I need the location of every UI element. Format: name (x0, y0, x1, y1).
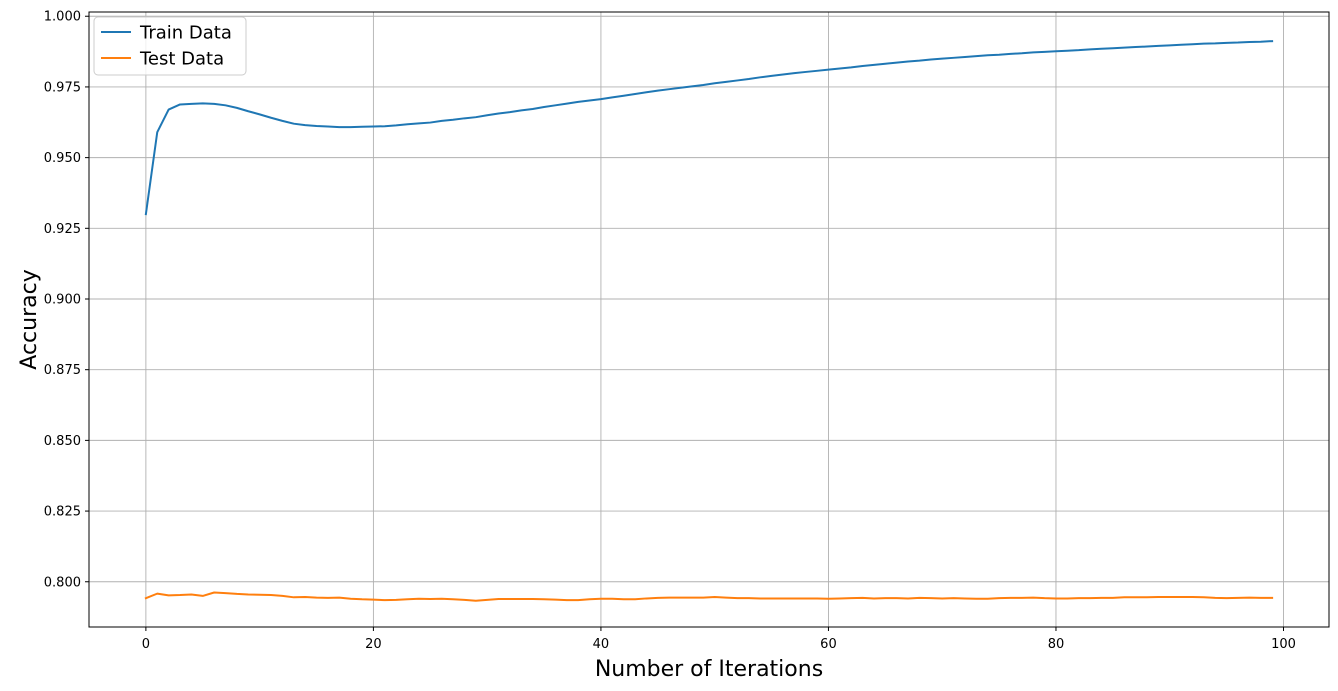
x-axis-label: Number of Iterations (595, 657, 823, 682)
y-tick-label: 0.875 (44, 363, 81, 378)
y-tick-label: 0.925 (44, 222, 81, 237)
x-tick-label: 100 (1271, 637, 1296, 652)
series-lines (144, 40, 1274, 602)
series-line-test-data (144, 591, 1274, 602)
x-tick-label: 80 (1048, 637, 1065, 652)
x-tick-label: 0 (142, 637, 150, 652)
y-tick-label: 0.950 (44, 151, 81, 166)
y-tick-label: 0.900 (44, 293, 81, 308)
axis-ticks: 0 20 40 60 80 100 0.800 0.825 0.850 0.875 0.900 0.9… (44, 10, 1296, 652)
y-tick-label: 0.800 (44, 575, 81, 590)
y-tick-label: 0.975 (44, 80, 81, 95)
y-tick-label: 0.850 (44, 434, 81, 449)
y-tick-label: 0.825 (44, 505, 81, 520)
legend-label-test-data: Test Data (139, 49, 224, 70)
x-tick-label: 40 (593, 637, 610, 652)
x-tick-label: 60 (820, 637, 837, 652)
series-line-train-data (144, 40, 1274, 216)
y-axis-label: Accuracy (17, 269, 42, 369)
grid (89, 12, 1329, 627)
legend-box (93, 16, 247, 76)
plot-frame (88, 11, 1330, 628)
legend-label-train-data: Train Data (139, 23, 232, 44)
y-tick-label: 1.000 (44, 10, 81, 25)
legend: Train Data Test Data (93, 16, 247, 76)
x-tick-label: 20 (365, 637, 382, 652)
